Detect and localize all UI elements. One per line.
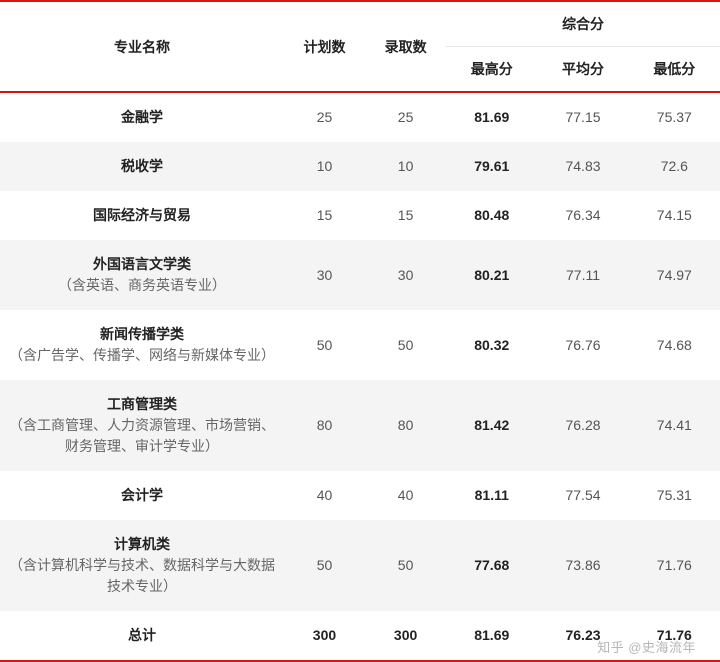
cell-min: 74.41 <box>629 380 720 471</box>
major-subtitle: （含计算机科学与技术、数据科学与大数据技术专业） <box>6 555 278 597</box>
th-max: 最高分 <box>446 47 537 93</box>
cell-major: 工商管理类（含工商管理、人力资源管理、市场营销、财务管理、审计学专业） <box>0 380 284 471</box>
th-admit: 录取数 <box>365 1 446 92</box>
cell-max: 81.42 <box>446 380 537 471</box>
table-row: 国际经济与贸易151580.4876.3474.15 <box>0 191 720 240</box>
cell-min: 74.68 <box>629 310 720 380</box>
cell-min: 72.6 <box>629 142 720 191</box>
table-row: 金融学252581.6977.1575.37 <box>0 92 720 142</box>
table-row: 新闻传播学类（含广告学、传播学、网络与新媒体专业）505080.3276.767… <box>0 310 720 380</box>
cell-admit: 50 <box>365 520 446 611</box>
cell-max: 79.61 <box>446 142 537 191</box>
cell-major: 新闻传播学类（含广告学、传播学、网络与新媒体专业） <box>0 310 284 380</box>
cell-admit: 25 <box>365 92 446 142</box>
cell-major: 会计学 <box>0 471 284 520</box>
cell-plan: 10 <box>284 142 365 191</box>
major-title: 外国语言文学类 <box>6 254 278 275</box>
major-title: 金融学 <box>6 107 278 128</box>
major-subtitle: （含广告学、传播学、网络与新媒体专业） <box>6 345 278 366</box>
major-subtitle: （含英语、商务英语专业） <box>6 275 278 296</box>
cell-max: 77.68 <box>446 520 537 611</box>
cell-max: 81.69 <box>446 611 537 661</box>
th-min: 最低分 <box>629 47 720 93</box>
cell-min: 71.76 <box>629 611 720 661</box>
major-title: 计算机类 <box>6 534 278 555</box>
cell-plan: 40 <box>284 471 365 520</box>
cell-avg: 77.54 <box>537 471 628 520</box>
cell-plan: 80 <box>284 380 365 471</box>
cell-admit: 80 <box>365 380 446 471</box>
table-row: 税收学101079.6174.8372.6 <box>0 142 720 191</box>
cell-min: 74.15 <box>629 191 720 240</box>
th-avg: 平均分 <box>537 47 628 93</box>
cell-admit: 300 <box>365 611 446 661</box>
th-group-score: 综合分 <box>446 1 720 47</box>
major-title: 总计 <box>6 625 278 646</box>
cell-min: 75.37 <box>629 92 720 142</box>
cell-min: 71.76 <box>629 520 720 611</box>
cell-avg: 77.15 <box>537 92 628 142</box>
cell-plan: 15 <box>284 191 365 240</box>
cell-major: 国际经济与贸易 <box>0 191 284 240</box>
cell-max: 80.32 <box>446 310 537 380</box>
cell-admit: 10 <box>365 142 446 191</box>
th-major: 专业名称 <box>0 1 284 92</box>
cell-major: 外国语言文学类（含英语、商务英语专业） <box>0 240 284 310</box>
cell-major: 总计 <box>0 611 284 661</box>
cell-plan: 50 <box>284 520 365 611</box>
major-title: 工商管理类 <box>6 394 278 415</box>
cell-plan: 50 <box>284 310 365 380</box>
table-row: 会计学404081.1177.5475.31 <box>0 471 720 520</box>
cell-admit: 40 <box>365 471 446 520</box>
cell-max: 80.21 <box>446 240 537 310</box>
cell-plan: 30 <box>284 240 365 310</box>
cell-max: 81.11 <box>446 471 537 520</box>
cell-avg: 77.11 <box>537 240 628 310</box>
cell-avg: 76.28 <box>537 380 628 471</box>
cell-admit: 15 <box>365 191 446 240</box>
admissions-table: 专业名称 计划数 录取数 综合分 最高分 平均分 最低分 金融学252581.6… <box>0 0 720 662</box>
cell-avg: 76.76 <box>537 310 628 380</box>
cell-plan: 300 <box>284 611 365 661</box>
th-plan: 计划数 <box>284 1 365 92</box>
cell-max: 80.48 <box>446 191 537 240</box>
table-row: 工商管理类（含工商管理、人力资源管理、市场营销、财务管理、审计学专业）80808… <box>0 380 720 471</box>
table-row: 计算机类（含计算机科学与技术、数据科学与大数据技术专业）505077.6873.… <box>0 520 720 611</box>
cell-min: 75.31 <box>629 471 720 520</box>
cell-major: 税收学 <box>0 142 284 191</box>
cell-avg: 76.23 <box>537 611 628 661</box>
major-title: 新闻传播学类 <box>6 324 278 345</box>
major-title: 会计学 <box>6 485 278 506</box>
cell-min: 74.97 <box>629 240 720 310</box>
cell-avg: 74.83 <box>537 142 628 191</box>
major-title: 国际经济与贸易 <box>6 205 278 226</box>
major-subtitle: （含工商管理、人力资源管理、市场营销、财务管理、审计学专业） <box>6 415 278 457</box>
table-row: 外国语言文学类（含英语、商务英语专业）303080.2177.1174.97 <box>0 240 720 310</box>
cell-plan: 25 <box>284 92 365 142</box>
cell-admit: 50 <box>365 310 446 380</box>
cell-major: 金融学 <box>0 92 284 142</box>
major-title: 税收学 <box>6 156 278 177</box>
cell-avg: 73.86 <box>537 520 628 611</box>
table-row-total: 总计30030081.6976.2371.76 <box>0 611 720 661</box>
cell-max: 81.69 <box>446 92 537 142</box>
cell-major: 计算机类（含计算机科学与技术、数据科学与大数据技术专业） <box>0 520 284 611</box>
cell-avg: 76.34 <box>537 191 628 240</box>
cell-admit: 30 <box>365 240 446 310</box>
